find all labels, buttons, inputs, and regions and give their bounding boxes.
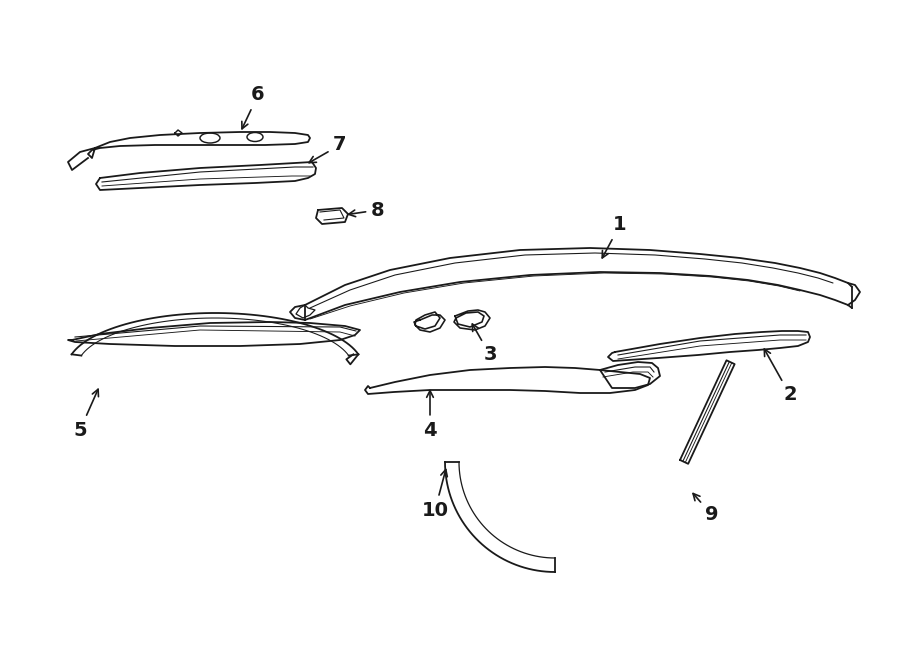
Text: 6: 6 — [242, 85, 265, 129]
Text: 3: 3 — [472, 324, 497, 364]
Text: 1: 1 — [602, 215, 626, 258]
Text: 7: 7 — [309, 136, 346, 163]
Text: 2: 2 — [764, 349, 796, 405]
Text: 4: 4 — [423, 391, 436, 440]
Text: 10: 10 — [421, 469, 448, 520]
Text: 8: 8 — [348, 200, 385, 219]
Text: 9: 9 — [693, 494, 719, 524]
Text: 5: 5 — [73, 389, 98, 440]
